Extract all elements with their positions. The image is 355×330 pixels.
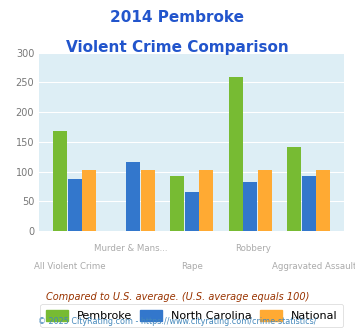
Text: Rape: Rape	[181, 262, 203, 271]
Bar	[185, 192, 199, 231]
Text: Compared to U.S. average. (U.S. average equals 100): Compared to U.S. average. (U.S. average …	[46, 292, 309, 302]
Text: 2014 Pembroke: 2014 Pembroke	[110, 10, 245, 25]
Text: © 2025 CityRating.com - https://www.cityrating.com/crime-statistics/: © 2025 CityRating.com - https://www.city…	[38, 317, 317, 326]
Bar	[141, 170, 155, 231]
Bar	[258, 170, 272, 231]
Bar	[243, 182, 257, 231]
Text: Robbery: Robbery	[235, 244, 271, 253]
Bar	[67, 179, 82, 231]
Text: All Violent Crime: All Violent Crime	[34, 262, 105, 271]
Bar	[287, 147, 301, 231]
Bar	[199, 170, 213, 231]
Bar	[170, 176, 184, 231]
Legend: Pembroke, North Carolina, National: Pembroke, North Carolina, National	[40, 304, 343, 327]
Bar	[229, 77, 242, 231]
Bar	[53, 131, 67, 231]
Bar	[302, 176, 316, 231]
Text: Aggravated Assault: Aggravated Assault	[272, 262, 355, 271]
Bar	[316, 170, 331, 231]
Bar	[126, 162, 140, 231]
Text: Violent Crime Comparison: Violent Crime Comparison	[66, 40, 289, 54]
Bar	[82, 170, 96, 231]
Text: Murder & Mans...: Murder & Mans...	[94, 244, 168, 253]
